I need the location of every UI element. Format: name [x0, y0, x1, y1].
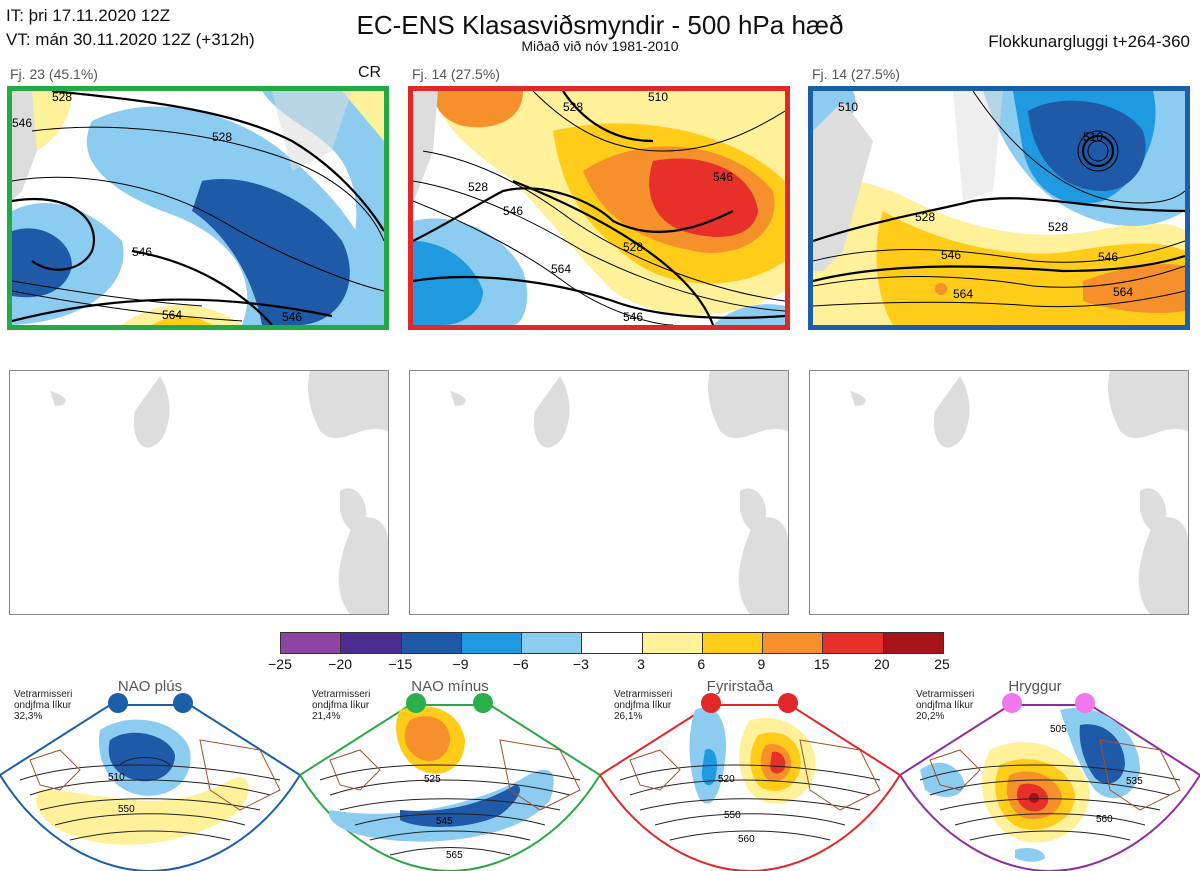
colorbar-swatch: [460, 633, 522, 653]
contour-label: 550: [118, 804, 135, 815]
contour-label: 528: [623, 240, 643, 254]
contour-label: 564: [1113, 285, 1133, 299]
regime-4-note: Vetrarmisseri ondjfma líkur 20,2%: [916, 689, 975, 722]
contour-label: 528: [1048, 220, 1068, 234]
colorbar-swatch: [281, 633, 341, 653]
colorbar-swatch: [762, 633, 823, 653]
contour-label: 546: [132, 245, 152, 259]
contour-label: 535: [1126, 776, 1143, 787]
regime-1-dot-right: [173, 693, 193, 713]
regime-1-note: Vetrarmisseri ondjfma líkur 32,3%: [14, 689, 73, 722]
contour-label: 564: [953, 287, 973, 301]
regime-2-note: Vetrarmisseri ondjfma líkur 21,4%: [312, 689, 371, 722]
contour-label: 520: [718, 774, 735, 785]
colorbar-swatch: [641, 633, 702, 653]
colorbar-swatch: [882, 633, 943, 653]
colorbar-swatch: [581, 633, 642, 653]
colorbar-tick-label: −3: [572, 656, 589, 672]
cluster-3-label: Fj. 14 (27.5%): [812, 66, 900, 82]
contour-label: 564: [162, 308, 182, 322]
colorbar: [280, 632, 944, 654]
colorbar-tick-label: −25: [268, 656, 292, 672]
contour-label: 550: [724, 810, 741, 821]
regime-nao-plus: 510 550: [0, 700, 300, 871]
colorbar-tick-label: 9: [757, 656, 766, 672]
contour-label: 560: [1096, 814, 1113, 825]
cluster-1-map: 528 546 528 546 564 546: [7, 86, 389, 330]
regime-1-title: NAO plús: [117, 678, 183, 695]
contour-label: 528: [52, 91, 72, 104]
colorbar-tick-label: −6: [512, 656, 529, 672]
contour-label: 510: [1083, 130, 1103, 144]
cluster-2-map: 528 510 528 546 546 528 564 546: [408, 86, 790, 330]
regime-3-note: Vetrarmisseri ondjfma líkur 26,1%: [614, 689, 673, 722]
regime-3-title: Fyrirstaða: [706, 678, 774, 695]
colorbar-swatch: [340, 633, 401, 653]
colorbar-swatch: [701, 633, 763, 653]
cluster-1-tag: CR: [358, 64, 382, 81]
member-map-1: [9, 370, 389, 615]
colorbar-swatch: [822, 633, 883, 653]
cluster-3-map: 510 528 510 528 546 546 564 564: [808, 86, 1190, 330]
regime-2-title: NAO mínus: [411, 678, 489, 695]
member-map-3: [809, 370, 1189, 615]
contour-label: 510: [108, 772, 125, 783]
contour-label: 546: [282, 310, 302, 324]
contour-label: 528: [563, 100, 583, 114]
contour-label: 560: [738, 834, 755, 845]
member-map-2: [409, 370, 789, 615]
regime-ridge: 505 535 560: [900, 700, 1200, 871]
contour-label: 546: [1098, 250, 1118, 264]
regime-4-dot-left: [1002, 693, 1022, 713]
page-title: EC-ENS Klasasviðsmyndir - 500 hPa hæð: [356, 10, 844, 40]
colorbar-tick-label: −9: [452, 656, 469, 672]
contour-label: 546: [623, 310, 643, 324]
colorbar-tick-label: 25: [934, 656, 950, 672]
contour-label: 545: [436, 816, 453, 827]
colorbar-tick-label: 15: [813, 656, 830, 672]
contour-label: 528: [915, 210, 935, 224]
contour-label: 510: [838, 100, 858, 114]
contour-label: 546: [941, 248, 961, 262]
page-subtitle: Miðað við nóv 1981-2010: [521, 38, 679, 54]
colorbar-tick-label: 3: [637, 656, 645, 672]
colorbar-tick-label: 6: [697, 656, 706, 672]
regime-nao-minus: 525 545 565: [300, 700, 600, 871]
regime-1-dot-left: [108, 693, 128, 713]
colorbar-tick-label: −20: [328, 656, 353, 672]
contour-label: 505: [1050, 724, 1067, 735]
regime-4-dot-right: [1075, 693, 1095, 713]
regime-3-dot-left: [701, 693, 721, 713]
cluster-2-label: Fj. 14 (27.5%): [412, 66, 500, 82]
contour-label: 528: [212, 130, 232, 144]
colorbar-swatch: [521, 633, 582, 653]
colorbar-swatch: [400, 633, 461, 653]
cluster-1-label: Fj. 23 (45.1%): [10, 66, 98, 82]
regime-4-title: Hryggur: [1008, 678, 1062, 695]
regime-2-dot-left: [406, 693, 426, 713]
contour-label: 546: [503, 204, 523, 218]
regime-blocking: 520 550 560: [600, 700, 900, 871]
contour-label: 528: [468, 180, 488, 194]
contour-label: 546: [713, 170, 733, 184]
contour-label: 564: [551, 262, 571, 276]
valid-time: VT: mán 30.11.2020 12Z (+312h): [6, 30, 255, 49]
colorbar-tick-label: −15: [388, 656, 413, 672]
regime-2-dot-right: [473, 693, 493, 713]
colorbar-tick-label: 20: [874, 656, 890, 672]
contour-label: 510: [648, 91, 668, 104]
regime-3-dot-right: [778, 693, 798, 713]
contour-label: 525: [424, 774, 441, 785]
classification-window: Flokkunargluggi t+264-360: [988, 32, 1190, 51]
init-time: IT: þri 17.11.2020 12Z: [6, 6, 171, 25]
contour-label: 565: [446, 850, 463, 861]
contour-label: 546: [12, 116, 32, 130]
